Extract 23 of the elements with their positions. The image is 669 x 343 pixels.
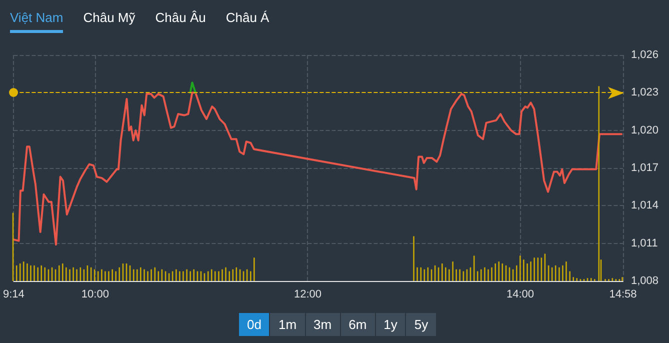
line-series <box>12 92 623 246</box>
x-tick-label: 12:00 <box>294 288 322 300</box>
text: Châu Âu <box>155 10 206 27</box>
y-tick-label: 1,011 <box>631 237 658 250</box>
text: Việt Nam <box>10 10 64 33</box>
x-tick-label: 10:00 <box>81 288 109 300</box>
x-tick-label: 9:14 <box>2 288 24 300</box>
text: 0d <box>239 313 270 336</box>
y-tick-label: 1,008 <box>631 275 659 287</box>
x-tick-label: 14:58 <box>609 288 637 300</box>
text: Châu Á <box>226 10 270 27</box>
text: 5y <box>406 313 438 336</box>
y-tick-label: 1,014 <box>631 200 659 212</box>
y-tick-label: 1,017 <box>631 162 659 174</box>
text: 3m <box>306 313 341 336</box>
y-tick-label: 1,026 <box>631 49 659 61</box>
text: 1m <box>270 313 306 336</box>
text: 1y <box>376 313 406 336</box>
text: 6m <box>340 313 376 336</box>
y-tick-label: 1,023 <box>631 86 659 99</box>
y-tick-label: 1,020 <box>631 124 659 136</box>
x-tick-label: 14:00 <box>506 288 534 300</box>
text: Châu Mỹ <box>83 10 136 27</box>
